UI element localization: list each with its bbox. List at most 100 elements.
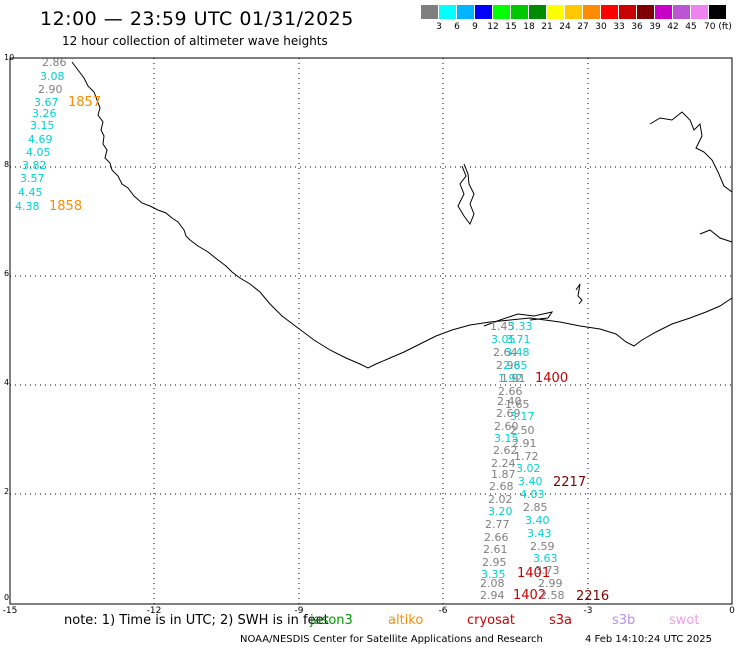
y-tick-label: 4 <box>4 378 9 387</box>
wave-height-label: 3.17 <box>510 410 535 423</box>
y-axis-ticks: 0 2 4 6 8 10 <box>4 53 14 602</box>
mission-label: s3b <box>612 613 636 628</box>
wave-height-label: 4.05 <box>26 146 51 159</box>
legend-label: 33 <box>613 22 625 32</box>
legend-label: 18 <box>523 22 535 32</box>
legend-label: 70 (ft) <box>704 22 732 32</box>
lat-lon-grid <box>10 58 732 604</box>
map-title: 12:00 — 23:59 UTC 01/31/2025 <box>40 8 354 30</box>
wave-height-label: 3.15 <box>30 119 55 132</box>
wave-height-label: 4.45 <box>18 186 43 199</box>
wave-height-label: 1.45 <box>490 320 515 333</box>
legend-swatch <box>583 5 600 19</box>
footer-timestamp: 4 Feb 14:10:24 UTC 2025 <box>585 634 712 645</box>
wave-height-label: 3.71 <box>506 333 531 346</box>
pass-time-label: 1857 <box>68 95 101 110</box>
wave-height-label: 2.40 <box>497 395 522 408</box>
legend-label: 6 <box>454 22 460 32</box>
coastline <box>71 61 733 369</box>
legend-label: 27 <box>577 22 589 32</box>
wave-height-label: 4.38 <box>15 200 40 213</box>
mission-label: jason3 <box>310 613 353 628</box>
wave-height-label: 4.69 <box>28 133 53 146</box>
wave-height-label: 1.65 <box>505 398 530 411</box>
legend-swatch <box>475 5 492 19</box>
legend-swatch <box>511 5 528 19</box>
x-tick-label: -3 <box>584 606 593 616</box>
wave-height-label: 2.99 <box>538 577 563 590</box>
mission-label: s3a <box>549 613 573 628</box>
wave-height-label: 2.62 <box>493 444 518 457</box>
wave-height-label: 3.43 <box>527 527 552 540</box>
pass-time-label: 1401 <box>517 566 550 581</box>
wave-height-label: 3.02 <box>516 462 541 475</box>
x-tick-label: -6 <box>439 606 448 616</box>
wave-height-label: 2.68 <box>489 480 514 493</box>
legend-swatch <box>565 5 582 19</box>
legend-swatch <box>457 5 474 19</box>
wave-height-label: 3.57 <box>20 172 45 185</box>
wave-height-label: 2.59 <box>530 540 555 553</box>
wave-height-label: 2.91 <box>512 437 537 450</box>
legend-swatch <box>547 5 564 19</box>
x-tick-label: -12 <box>147 606 162 616</box>
legend-label: 15 <box>505 22 517 32</box>
wave-height-label: 2.61 <box>483 543 508 556</box>
y-tick-label: 0 <box>4 593 9 602</box>
legend-label: 30 <box>595 22 607 32</box>
wave-height-label: 2.24 <box>491 457 516 470</box>
wave-height-label: 3.73 <box>535 564 560 577</box>
wave-height-label: 3.48 <box>505 346 530 359</box>
wave-height-label: 3.40 <box>518 475 543 488</box>
wave-height-label: 2.94 <box>480 589 505 602</box>
wave-height-label: 1.87 <box>491 468 516 481</box>
legend-swatch <box>421 5 438 19</box>
map-subtitle: 12 hour collection of altimeter wave hei… <box>62 34 328 48</box>
legend-swatch <box>493 5 510 19</box>
y-tick-label: 6 <box>4 269 9 278</box>
pass-time-label: 2217 <box>553 475 586 490</box>
x-axis-ticks: -15 -12 -9 -6 -3 0 <box>3 606 735 616</box>
wave-height-label: 3.08 <box>40 70 65 83</box>
legend-label: 39 <box>649 22 661 32</box>
wave-height-label: 2.69 <box>496 407 521 420</box>
legend-swatch <box>655 5 672 19</box>
note-text: note: 1) Time is in UTC; 2) SWH is in fe… <box>64 613 329 628</box>
y-tick-label: 10 <box>4 53 14 62</box>
wave-height-label: 3.05 <box>491 333 516 346</box>
legend-swatch <box>439 5 456 19</box>
pass-time-label: 2216 <box>576 589 609 604</box>
legend-swatch <box>673 5 690 19</box>
wave-height-label: 2.90 <box>38 83 63 96</box>
legend-label: 21 <box>541 22 553 32</box>
footer-credit: NOAA/NESDIS Center for Satellite Applica… <box>240 634 543 645</box>
plot-frame <box>9 57 733 605</box>
wave-height-label: 2.86 <box>42 56 67 69</box>
wave-height-label: 1.72 <box>514 450 539 463</box>
pass-time-label: 1400 <box>535 371 568 386</box>
wave-height-label: 3.26 <box>32 107 57 120</box>
wave-height-label: 3.35 <box>481 568 506 581</box>
legend-label: 3 <box>436 22 442 32</box>
wave-height-label: 2.58 <box>540 589 565 602</box>
wave-height-label: 3.40 <box>525 514 550 527</box>
wave-height-label: 2.95 <box>482 556 507 569</box>
y-tick-label: 8 <box>4 160 9 169</box>
legend-label: 36 <box>631 22 643 32</box>
wave-height-label: 3.82 <box>22 159 47 172</box>
wave-height-label: 3.67 <box>34 96 59 109</box>
pass-time-label: 1858 <box>49 199 82 214</box>
wave-height-label: 2.85 <box>503 359 528 372</box>
legend-swatch <box>601 5 618 19</box>
mission-label: altiko <box>388 613 424 628</box>
wave-height-label: 2.77 <box>485 518 510 531</box>
wave-height-label: 3.33 <box>508 320 533 333</box>
wave-height-labels: 2.863.082.903.67 18573.263.154.694.053.82… <box>15 56 609 604</box>
wave-height-label: 2.64 <box>493 346 518 359</box>
legend-label: 42 <box>667 22 679 32</box>
wave-height-label: 2.60 <box>494 420 519 433</box>
wave-height-label: 3.15 <box>494 432 519 445</box>
legend-label: 24 <box>559 22 571 32</box>
wave-height-label: 1.91 <box>501 372 526 385</box>
wave-height-label: 1.92 <box>498 372 523 385</box>
